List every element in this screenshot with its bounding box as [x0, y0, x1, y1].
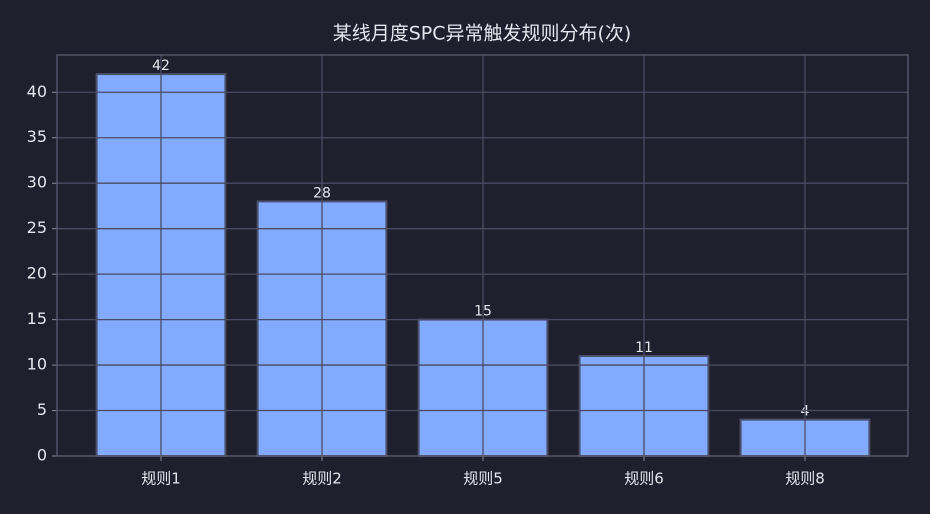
chart-title: 某线月度SPC异常触发规则分布(次) — [333, 23, 632, 45]
y-tick-label: 0 — [37, 446, 47, 465]
y-tick-label: 15 — [27, 309, 47, 328]
y-tick-label: 25 — [27, 218, 47, 237]
y-tick-label: 35 — [27, 127, 47, 146]
x-tick-label: 规则2 — [302, 470, 342, 488]
y-tick-label: 40 — [27, 82, 47, 101]
y-tick-label: 5 — [37, 400, 47, 419]
x-tick-label: 规则6 — [624, 470, 664, 488]
y-tick-label: 10 — [27, 355, 47, 374]
x-tick-label: 规则1 — [141, 470, 181, 488]
y-tick-label: 30 — [27, 173, 47, 192]
x-tick-label: 规则5 — [463, 470, 503, 488]
x-tick-label: 规则8 — [785, 470, 825, 488]
y-tick-label: 20 — [27, 264, 47, 283]
plot-frame — [56, 54, 909, 457]
